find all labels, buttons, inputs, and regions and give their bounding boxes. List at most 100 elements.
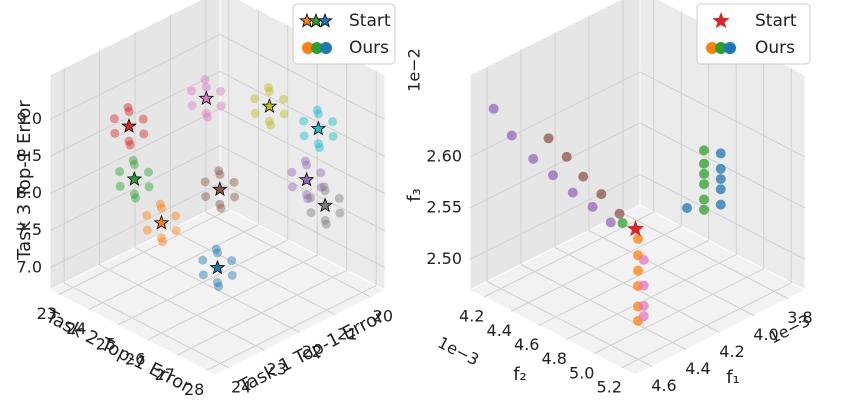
z-tick-label: 7.5 <box>17 220 42 239</box>
point <box>306 208 316 218</box>
grid-line <box>219 145 386 232</box>
point <box>158 237 168 247</box>
point <box>715 199 726 210</box>
start-star <box>198 90 214 106</box>
point <box>335 208 345 218</box>
start-star <box>298 171 315 187</box>
point <box>638 254 649 265</box>
legend-marker <box>311 42 323 54</box>
point <box>638 311 649 322</box>
point <box>328 117 338 127</box>
y-tick-label: 5.2 <box>597 377 622 396</box>
z-tick-label: 9.0 <box>17 109 42 128</box>
start-star <box>317 197 333 213</box>
point <box>313 109 323 119</box>
point <box>128 155 138 165</box>
point <box>596 189 607 200</box>
point <box>123 102 133 112</box>
y-tick-label: 5.0 <box>569 363 594 382</box>
legend-marker <box>317 12 333 28</box>
point <box>198 270 208 280</box>
start-star <box>153 214 170 230</box>
grid-line <box>99 264 265 351</box>
y-tick-label: 23 <box>37 304 57 323</box>
point <box>155 199 165 209</box>
point <box>124 136 134 146</box>
y-tick-label: 25 <box>96 334 116 353</box>
point <box>699 145 709 156</box>
point <box>229 177 239 187</box>
y-tick-label: 24 <box>66 319 86 338</box>
x-tick-label: 20 <box>373 307 393 326</box>
grid-line <box>511 225 682 312</box>
grid-line <box>639 71 806 158</box>
grid-line <box>593 268 764 355</box>
grid-line <box>538 239 709 326</box>
point <box>633 265 643 276</box>
point <box>213 278 222 288</box>
point <box>227 256 237 266</box>
grid-line <box>219 71 386 157</box>
point <box>334 193 344 203</box>
z-axis-label: Task 3 Top-1 Error <box>14 100 35 261</box>
grid-line <box>469 173 641 260</box>
point <box>125 140 135 150</box>
point <box>124 106 134 116</box>
z-tick-label: 8.0 <box>17 183 42 202</box>
point <box>287 167 297 177</box>
point <box>316 182 326 192</box>
point <box>216 203 226 213</box>
y-tick-label: 4.4 <box>487 321 512 340</box>
x-tick-label: 4.4 <box>685 359 710 378</box>
point <box>201 108 211 118</box>
point <box>548 170 558 181</box>
y-tick-label: 28 <box>184 380 204 399</box>
grid-line <box>176 269 347 356</box>
point <box>715 184 726 195</box>
x-tick-label: 4.0 <box>753 325 778 344</box>
grid-line <box>520 264 687 350</box>
point <box>142 210 152 220</box>
start-star <box>209 259 226 275</box>
y-tick-label: 26 <box>125 350 145 369</box>
point <box>699 204 709 215</box>
point <box>300 156 310 166</box>
point <box>587 201 598 212</box>
point <box>561 151 572 162</box>
point <box>605 217 616 228</box>
point <box>264 116 274 126</box>
grid-line <box>88 224 259 311</box>
point <box>156 203 166 213</box>
point <box>115 167 125 177</box>
grid-line <box>219 182 386 269</box>
point <box>617 218 628 229</box>
grid-line <box>639 173 806 260</box>
legend-label: Ours <box>755 38 795 58</box>
point <box>211 244 221 254</box>
legend-marker <box>724 42 736 54</box>
grid-line <box>469 71 641 158</box>
point <box>312 105 322 115</box>
point <box>187 86 197 96</box>
point <box>144 182 154 192</box>
point <box>528 153 539 164</box>
point <box>142 225 152 235</box>
grid-line <box>205 211 372 298</box>
point <box>682 203 692 213</box>
point <box>313 139 323 149</box>
start-star <box>126 171 143 186</box>
point <box>715 174 726 185</box>
x-tick-label: 4.6 <box>651 376 676 395</box>
point <box>216 101 226 111</box>
point <box>171 226 181 236</box>
z-offset-label: 1e−2 <box>405 48 424 92</box>
grid-line <box>49 108 221 195</box>
point <box>139 129 149 139</box>
y-tick-label: 4.8 <box>542 349 567 368</box>
z-tick-label: 7.0 <box>17 257 42 276</box>
grid-line <box>134 247 301 333</box>
point <box>614 208 625 219</box>
legend-label: Start <box>755 11 797 31</box>
grid-line <box>49 34 221 120</box>
